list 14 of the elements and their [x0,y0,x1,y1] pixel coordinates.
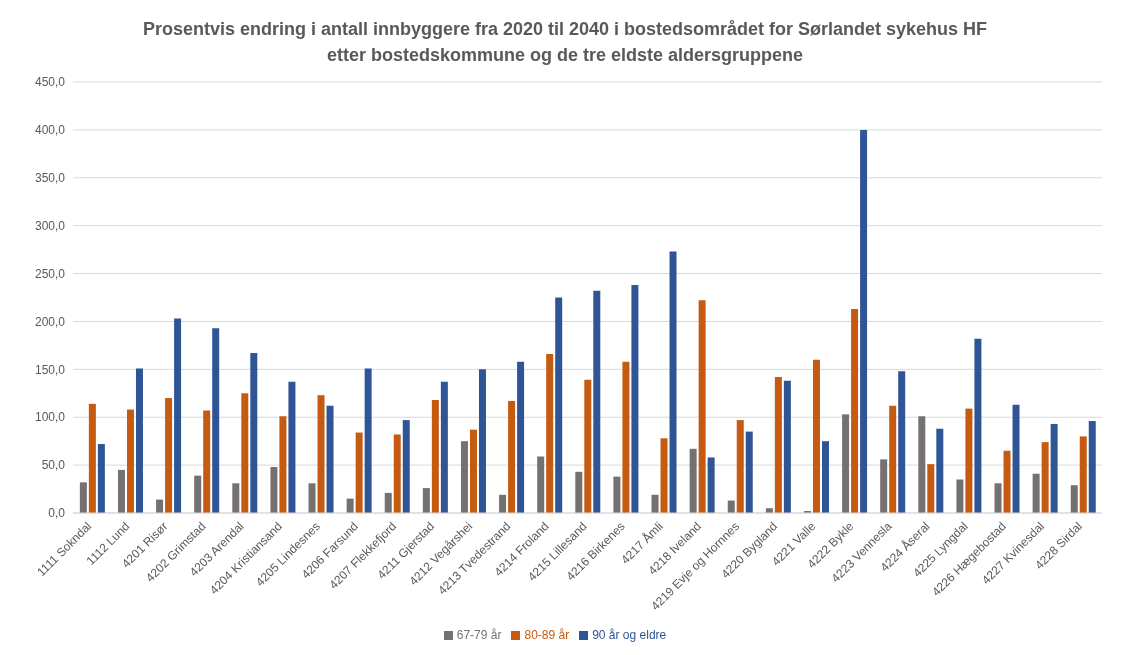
legend-label: 80-89 år [524,628,570,642]
legend-label: 90 år og eldre [592,628,667,642]
y-tick-label: 0,0 [48,506,66,521]
y-tick-label: 350,0 [34,171,66,186]
chart-title: Prosentvis endring i antall innbyggere fra 2020 til 2040 i bostedsområdet for Sørlandet sykehus HF etter bostedskommune og de tre eldste aldersgruppene [141,18,989,67]
y-tick-label: 150,0 [34,362,66,377]
y-tick-label: 200,0 [34,314,66,329]
y-tick-label: 400,0 [34,123,66,138]
legend-label: 67-79 år [456,628,502,642]
y-tick-label: 50,0 [41,458,66,473]
y-tick-label: 100,0 [34,410,66,425]
y-tick-label: 250,0 [34,266,66,281]
y-tick-label: 300,0 [34,218,66,233]
y-tick-label: 450,0 [34,75,66,90]
